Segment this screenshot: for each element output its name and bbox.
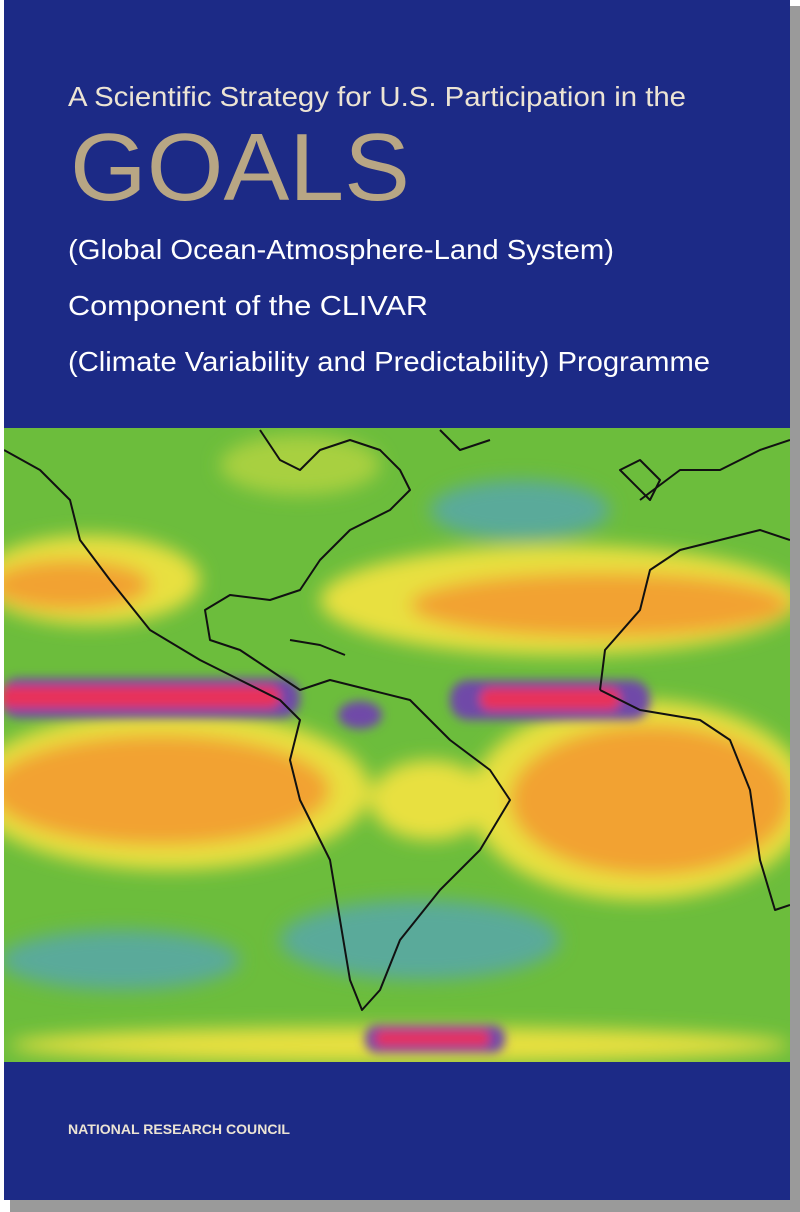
title-line: A Scientific Strategy for U.S. Participa… (68, 81, 686, 112)
climate-map (4, 428, 790, 1062)
subtitle-line: (Climate Variability and Predictability)… (68, 346, 710, 377)
publisher: NATIONAL RESEARCH COUNCIL (68, 1122, 290, 1137)
acronym: GOALS (70, 114, 410, 221)
subtitle-line: (Global Ocean-Atmosphere-Land System) (68, 234, 614, 265)
subtitle-line: Component of the CLIVAR (68, 290, 428, 321)
